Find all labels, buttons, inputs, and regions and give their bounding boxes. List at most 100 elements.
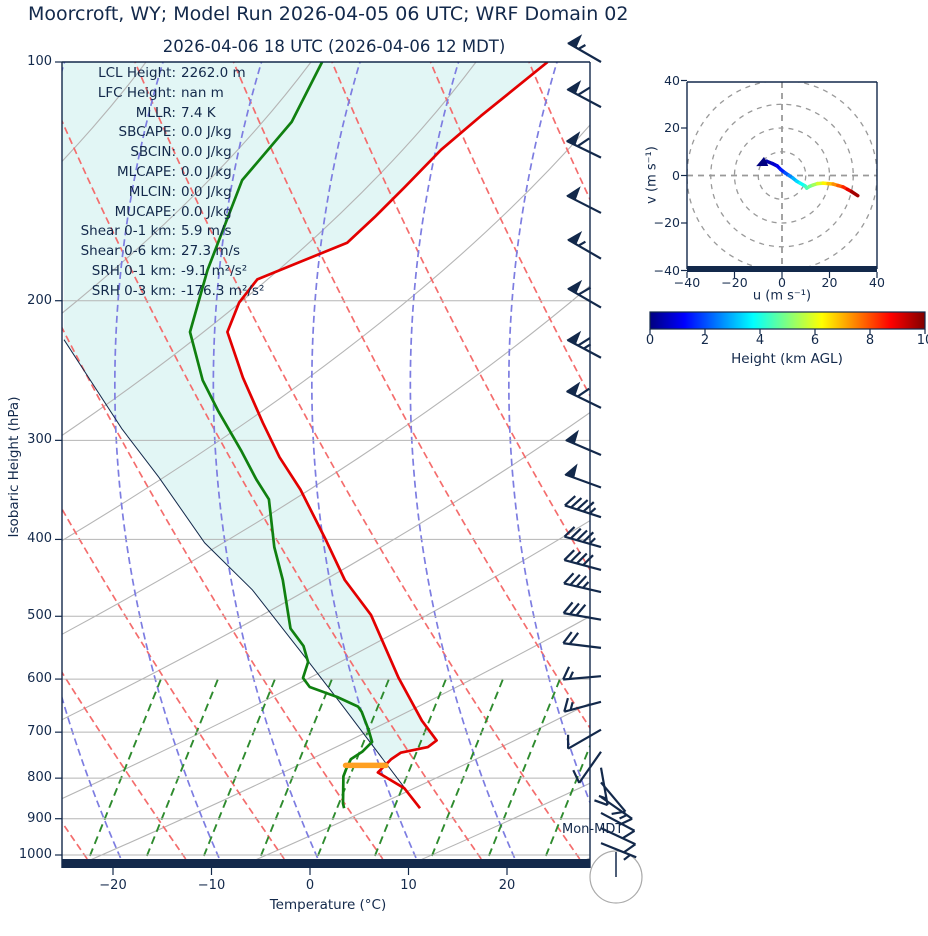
dry-adiabat-line [62, 325, 390, 868]
wind-barbs [562, 34, 637, 861]
barb-half [588, 537, 596, 545]
wind-barb [563, 526, 602, 549]
barb-staff [600, 781, 627, 813]
pressure-tick-label: 200 [27, 292, 52, 308]
timezone-watermark: Mon-MDT [562, 822, 624, 837]
dewpoint-curve [188, 62, 374, 809]
wind-barb [566, 330, 602, 359]
barb-full [582, 554, 594, 566]
sounding-stats-box: LCL Height: 2262.0 m LFC Height: nan m MLLR:… [58, 64, 268, 302]
hodo-range-ring [710, 103, 854, 248]
stats-label: MUCAPE: [114, 203, 176, 220]
wind-barb [572, 751, 602, 784]
gray-diagonal-line [71, 615, 590, 868]
temperature-tick-label: −20 [99, 878, 127, 893]
hodo-v-tick-label: 20 [664, 120, 680, 135]
barb-half [588, 507, 597, 515]
stats-row: LCL Height: 2262.0 m [58, 64, 268, 84]
barb-half [577, 44, 586, 50]
barb-pennant [565, 381, 581, 396]
barb-staff [563, 675, 602, 681]
skewt-plot-area [62, 62, 590, 868]
hodo-v-tick-label: 40 [664, 72, 680, 88]
gray-diagonal-line [401, 782, 590, 868]
gray-diagonal-line [62, 62, 477, 437]
stats-label: SRH 0-3 km: [91, 282, 176, 299]
moist-adiabat-line [310, 62, 422, 868]
hodo-bottom-bar [687, 266, 877, 272]
skewt-y-axis-label: Isobaric Height (hPa) [6, 396, 22, 538]
barb-pennant [567, 34, 583, 49]
barb-staff [567, 728, 602, 750]
colorbar-tick-label: 2 [700, 333, 710, 348]
stats-row: MLCIN: 0.0 J/kg [58, 183, 268, 203]
barb-pennant [566, 330, 582, 345]
barb-staff [564, 535, 602, 549]
stats-row: SRH 0-3 km: -176.3 m²/s² [58, 282, 268, 302]
wind-barb [600, 842, 637, 861]
stats-row: LFC Height: nan m [58, 84, 268, 104]
gray-diagonal-line [236, 702, 590, 868]
temperature-tick-label: 0 [305, 878, 315, 893]
barb-half [568, 671, 574, 680]
barb-half [582, 581, 590, 589]
barb-pennant [565, 429, 579, 445]
barb-full [575, 575, 587, 588]
moist-adiabat-line [409, 62, 520, 868]
stats-value: 2262.0 m [181, 65, 246, 81]
barb-staff [600, 827, 636, 846]
stats-label: Shear 0-6 km: [80, 243, 176, 260]
skewt-x-axis-label: Temperature (°C) [269, 897, 387, 913]
barb-full [569, 573, 581, 586]
hodo-v-tick-label: 0 [672, 167, 680, 183]
hodo-u-tick-label: 20 [821, 275, 838, 290]
stats-value: 0.0 J/kg [181, 124, 232, 141]
moist-adiabat-line [113, 62, 225, 868]
barb-full [562, 601, 574, 614]
gray-diagonal-line [62, 285, 590, 635]
barb-full [568, 632, 580, 645]
stats-value: 0.0 J/kg [181, 144, 232, 161]
barb-full [577, 137, 590, 148]
moist-adiabat-line [212, 62, 323, 868]
stats-row: SBCAPE: 0.0 J/kg [58, 123, 268, 143]
stats-row: Shear 0-6 km: 27.3 m/s [58, 242, 268, 262]
mixing-ratio-line [540, 743, 590, 868]
barb-full [582, 531, 595, 543]
barb-full [563, 572, 575, 585]
hodo-u-tick-label: −20 [721, 275, 748, 290]
hodograph-u-axis-label: u (m s⁻¹) [752, 288, 812, 304]
barb-full [563, 697, 569, 712]
gray-diagonal-line [566, 857, 590, 868]
barb-full [576, 552, 588, 565]
stats-row: MUCAPE: 0.0 J/kg [58, 203, 268, 223]
stats-label: SBCAPE: [118, 124, 176, 141]
stats-label: SRH 0-1 km: [91, 262, 176, 279]
valid-time-subtitle: 2026-04-06 18 UTC (2026-04-06 12 MDT) [162, 37, 506, 56]
moist-adiabat-line [62, 62, 126, 868]
pressure-tick-label: 800 [27, 770, 52, 786]
colorbar-tick-label: 6 [810, 333, 820, 348]
barb-full [563, 526, 576, 538]
stats-value: -176.3 m²/s² [181, 282, 265, 299]
hodograph-area [687, 82, 877, 269]
barb-half [577, 240, 586, 247]
barb-full [563, 549, 575, 561]
barb-full [577, 387, 590, 398]
hodo-u-tick-label: 0 [778, 275, 786, 290]
barb-staff [564, 700, 602, 713]
stats-label: LCL Height: [98, 65, 176, 81]
mixing-ratio-line [483, 678, 561, 868]
barb-staff [600, 811, 636, 832]
stats-label: MLCAPE: [116, 163, 176, 180]
colorbar-tick-label: 0 [645, 333, 655, 348]
barb-pennant [567, 230, 583, 245]
barb-half [619, 814, 628, 820]
barb-full [622, 829, 636, 840]
pressure-tick-label: 400 [27, 531, 52, 547]
wind-barb [564, 463, 602, 489]
stats-label: SBCIN: [130, 144, 176, 161]
pressure-tick-label: 300 [27, 432, 52, 448]
dry-adiabat-line [232, 62, 590, 730]
